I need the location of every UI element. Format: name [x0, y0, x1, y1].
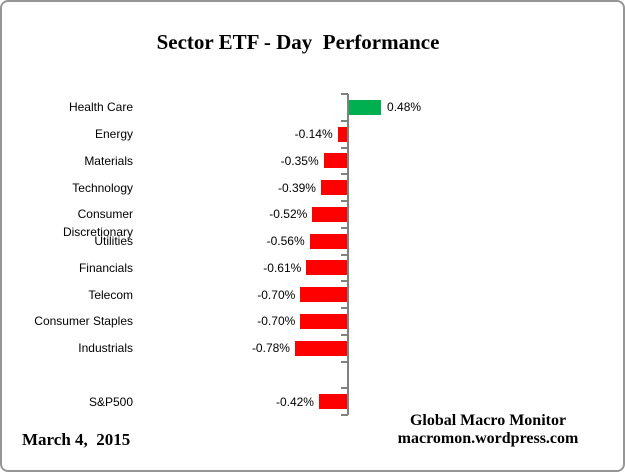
brand-name: Global Macro Monitor: [409, 412, 567, 429]
bar-negative: [300, 313, 347, 329]
bar-negative: [306, 260, 347, 276]
value-label: -0.70%: [257, 287, 296, 302]
axis-tick: [341, 333, 348, 336]
category-label: Industrials: [78, 341, 133, 356]
value-label: -0.14%: [294, 127, 333, 142]
value-axis-line: [347, 94, 349, 415]
value-label: -0.39%: [277, 180, 316, 195]
category-label: Utilities: [94, 234, 133, 249]
category-label: Health Care: [68, 100, 133, 115]
bar-negative: [323, 153, 347, 169]
category-label: Materials: [84, 153, 133, 168]
axis-tick: [341, 93, 348, 95]
value-label: -0.52%: [269, 207, 308, 222]
date-label: March 4, 2015: [22, 430, 131, 449]
bar-negative: [294, 340, 347, 356]
axis-tick: [341, 360, 348, 363]
axis-tick: [341, 387, 348, 390]
brand-url: macromon.wordpress.com: [397, 430, 579, 447]
value-label: -0.78%: [251, 341, 290, 356]
axis-tick: [341, 200, 348, 202]
category-label: S&P500: [88, 394, 133, 409]
value-label: -0.70%: [257, 314, 296, 329]
axis-tick: [341, 253, 348, 256]
bar-negative: [318, 394, 347, 410]
axis-tick: [341, 226, 348, 229]
category-label: Telecom: [88, 287, 133, 302]
value-label: -0.42%: [275, 394, 314, 409]
bar-positive: [349, 99, 382, 115]
brand-footer: Global Macro Monitor macromon.wordpress.…: [368, 412, 608, 448]
value-label: 0.48%: [387, 100, 422, 115]
bar-negative: [300, 287, 347, 303]
category-label: Energy: [94, 127, 133, 142]
axis-tick: [341, 146, 348, 149]
axis-tick: [341, 307, 348, 309]
axis-tick: [341, 280, 348, 283]
axis-tick: [341, 173, 348, 176]
value-label: -0.61%: [263, 260, 302, 275]
category-label: Consumer Staples: [34, 314, 133, 329]
category-label: Financials: [78, 260, 133, 275]
bar-negative: [337, 126, 347, 142]
bar-negative: [309, 233, 347, 249]
bar-negative: [320, 180, 347, 196]
value-label: -0.35%: [280, 153, 319, 168]
axis-tick: [341, 414, 348, 416]
bar-negative: [312, 206, 347, 222]
value-label: -0.56%: [266, 234, 305, 249]
category-label: Consumer Discretionary: [62, 207, 133, 240]
category-label: Technology: [72, 180, 133, 195]
chart-title: Sector ETF - Day Performance: [156, 30, 440, 54]
axis-tick: [341, 119, 348, 122]
